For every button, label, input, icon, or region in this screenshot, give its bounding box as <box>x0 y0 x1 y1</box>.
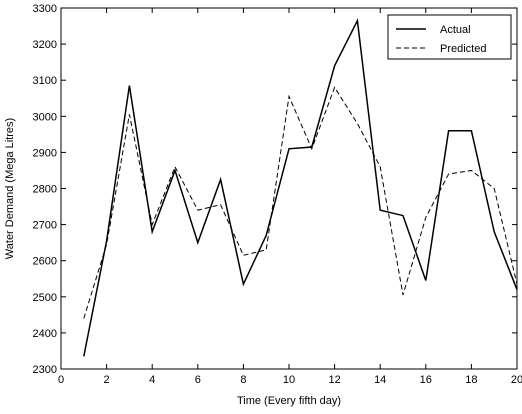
y-tick-label: 2700 <box>33 220 57 232</box>
y-axis-ticks: 2300 2400 2500 2600 2700 2800 2900 3000 3100 3200… <box>33 3 517 376</box>
legend: Actual Predicted <box>387 14 512 60</box>
y-tick-label: 2400 <box>33 328 57 340</box>
series-layer <box>83 18 518 357</box>
plot-area-frame <box>60 7 518 370</box>
x-tick-label: 4 <box>149 374 155 386</box>
x-axis-label: Time (Every fifth day) <box>237 395 341 407</box>
x-tick-label: 14 <box>374 374 386 386</box>
x-tick-label: 6 <box>195 374 201 386</box>
x-axis-ticks: 0 2 4 6 8 10 12 14 16 18 20 <box>58 8 522 386</box>
x-tick-label: 20 <box>511 374 522 386</box>
x-tick-label: 16 <box>420 374 432 386</box>
legend-label-actual: Actual <box>440 24 471 36</box>
legend-box <box>387 14 512 60</box>
y-tick-label: 2600 <box>33 256 57 268</box>
y-tick-label: 2900 <box>33 147 57 159</box>
y-tick-label: 2300 <box>33 364 57 376</box>
y-axis-label: Water Demand (Mega Litres) <box>4 118 16 259</box>
y-tick-label: 3300 <box>33 3 57 15</box>
legend-label-predicted: Predicted <box>440 43 486 55</box>
series-line-actual <box>83 18 518 357</box>
series-line-predicted <box>83 86 518 319</box>
y-tick-label: 3000 <box>33 111 57 123</box>
x-tick-label: 10 <box>283 374 295 386</box>
x-tick-label: 8 <box>240 374 246 386</box>
x-tick-label: 0 <box>58 374 64 386</box>
x-tick-label: 12 <box>328 374 340 386</box>
y-tick-label: 3200 <box>33 39 57 51</box>
x-tick-label: 18 <box>465 374 477 386</box>
x-tick-label: 2 <box>104 374 110 386</box>
y-tick-label: 2500 <box>33 292 57 304</box>
y-tick-label: 2800 <box>33 184 57 196</box>
y-tick-label: 3100 <box>33 75 57 87</box>
